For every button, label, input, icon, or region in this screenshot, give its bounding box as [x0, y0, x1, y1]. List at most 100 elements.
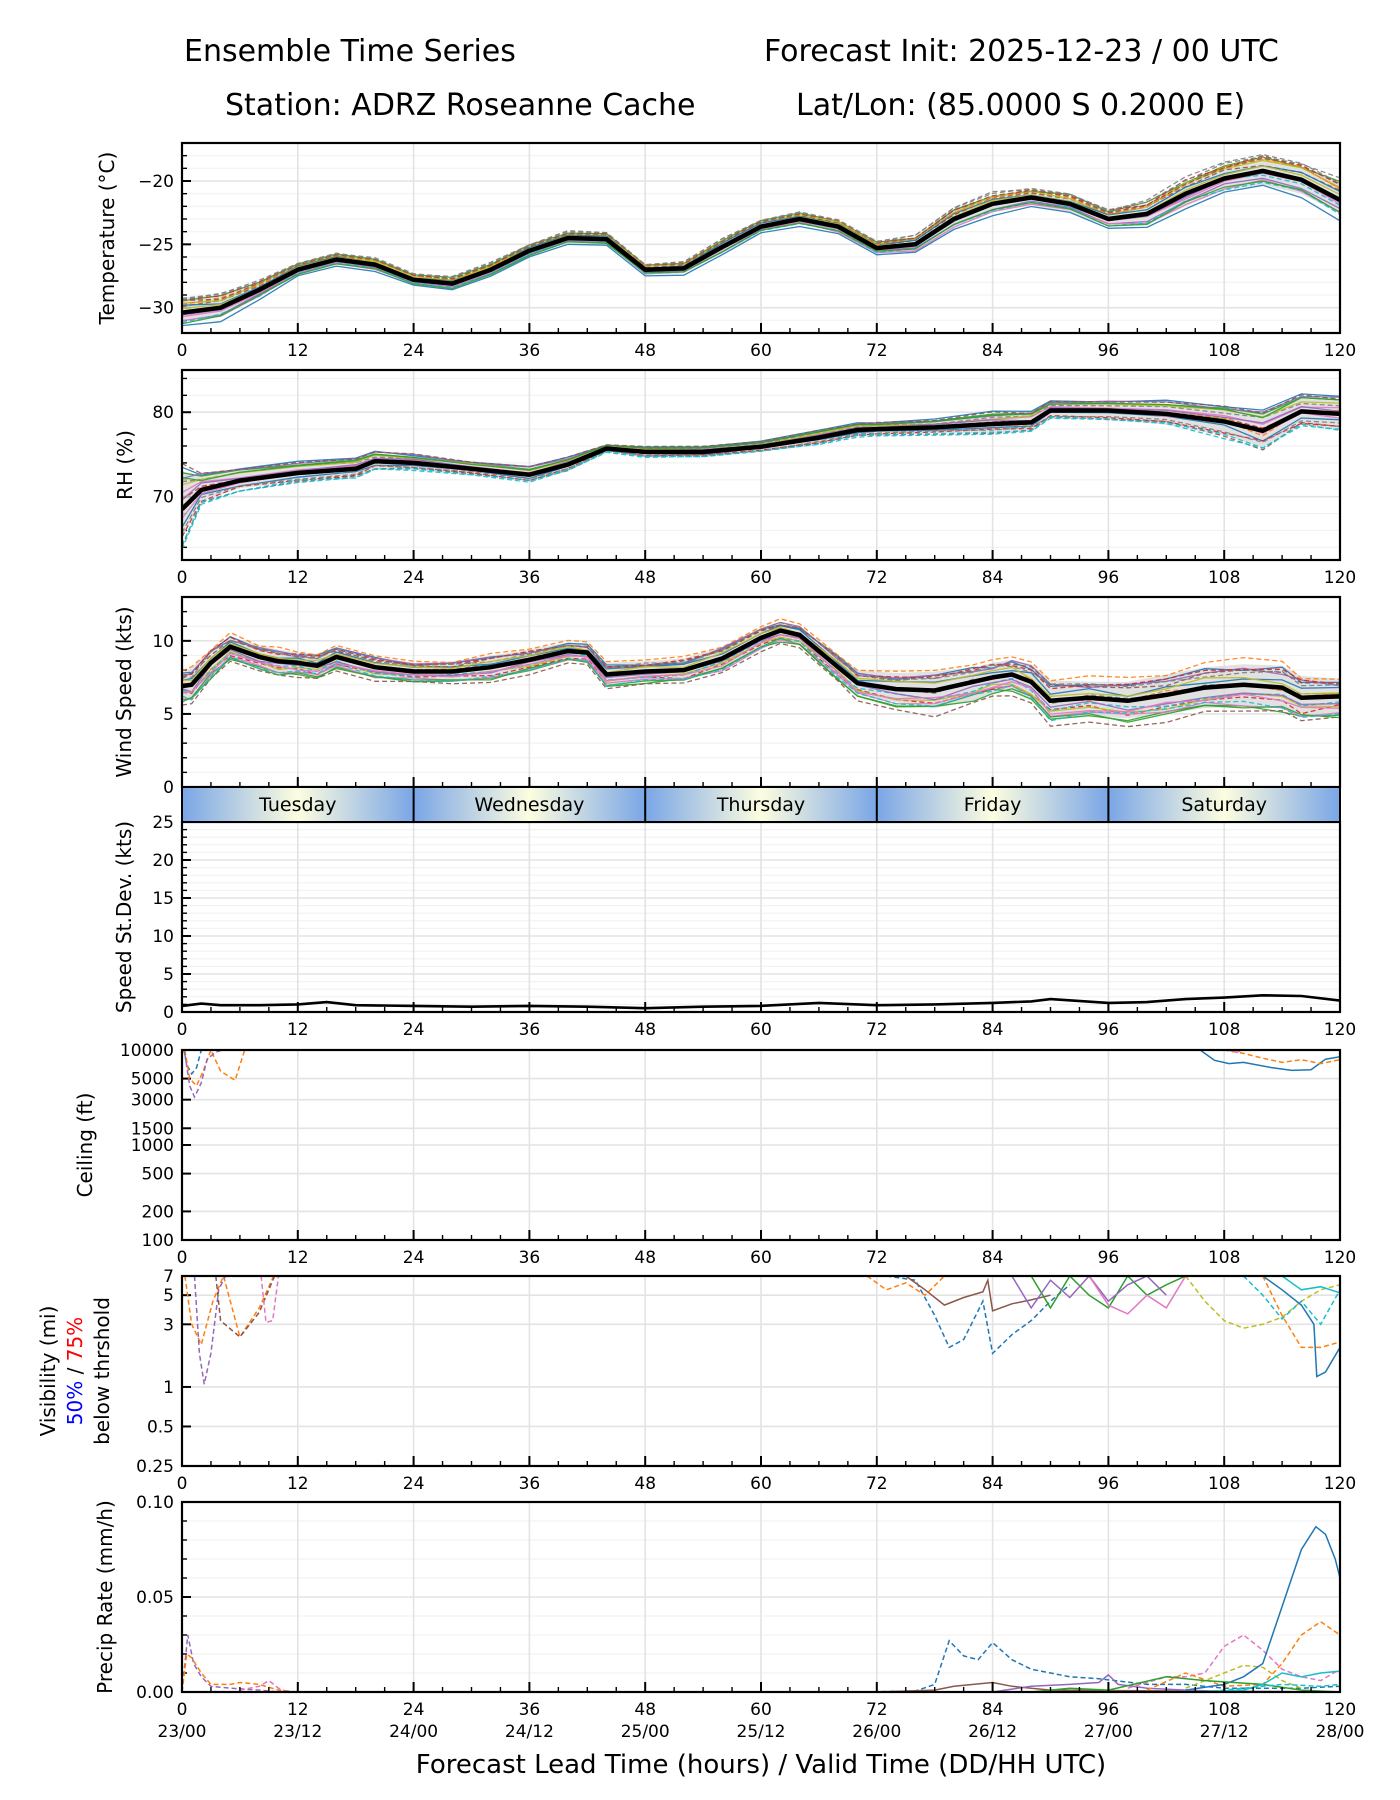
y-tick-label: 5: [163, 965, 174, 985]
x-tick-label: 96: [1098, 568, 1120, 588]
ensemble-member-line: [182, 621, 1340, 688]
member-line: [886, 1276, 1071, 1355]
y-tick-label: 3000: [131, 1091, 174, 1111]
y-tick-label: 500: [142, 1165, 174, 1185]
threshold-separator: /: [63, 1361, 87, 1380]
member-line: [184, 1050, 246, 1088]
member-line: [1185, 1525, 1340, 1691]
member-line: [1185, 1664, 1302, 1689]
x-tick-label: 12: [287, 1020, 309, 1040]
y-tick-label: 0.05: [136, 1588, 174, 1608]
valid-time-label: 23/00: [158, 1722, 207, 1742]
x-tick-label: 120: [1324, 1700, 1356, 1720]
valid-time-label: 27/00: [1084, 1722, 1133, 1742]
y-tick-label: 1000: [131, 1136, 174, 1156]
panel-visibility: 0.25 0.5 1 3 57 0 12 24 36 48 60 72 84 96 108 120 Visibi…: [36, 1267, 1356, 1494]
x-tick-label: 72: [866, 1474, 888, 1494]
chart-title: Ensemble Time Series: [184, 34, 516, 69]
y-tick-label: −25: [138, 235, 174, 255]
panel-rh: 70 80 0 12 24 36 48 60 72 84 96 108 120 RH (%): [113, 368, 1356, 588]
valid-time-label: 27/12: [1200, 1722, 1249, 1742]
x-tick-label: 36: [519, 1248, 541, 1268]
x-tick-label: 0: [177, 1474, 188, 1494]
panel-stdev: 0 5 10 15 20 25 0 12 24 36 48 60 72 84 96 108 120 Speed S…: [112, 813, 1356, 1040]
x-tick-label: 24: [403, 1474, 425, 1494]
x-tick-label: 96: [1098, 1020, 1120, 1040]
y-tick-label: 5000: [131, 1070, 174, 1090]
x-tick-label: 72: [866, 568, 888, 588]
y-tick-label: 1: [163, 1378, 174, 1398]
y-tick-label: 0.10: [136, 1493, 174, 1513]
y-axis-label-threshold: 50% / 75%: [63, 1317, 87, 1425]
series-group: [183, 1050, 1340, 1099]
ensemble-member-line: [182, 157, 1340, 302]
y-axis-label: Ceiling (ft): [73, 1093, 97, 1198]
ensemble-member-line: [182, 153, 1340, 301]
y-axis-label: RH (%): [113, 430, 137, 500]
panel-wind: 0 5 10 Wind Speed (kts): [112, 595, 1342, 798]
x-tick-label: 60: [750, 1700, 772, 1720]
member-line: [857, 1639, 1340, 1692]
x-tick-label: 84: [982, 1248, 1004, 1268]
y-axis-label: Wind Speed (kts): [112, 606, 136, 777]
x-tick-label: 36: [519, 341, 541, 361]
member-line: [905, 1276, 1051, 1312]
x-tick-label: 48: [634, 1700, 656, 1720]
x-tick-label: 24: [403, 341, 425, 361]
x-axis-label: Forecast Lead Time (hours) / Valid Time …: [416, 1750, 1106, 1780]
x-tick-label: 72: [866, 1700, 888, 1720]
x-tick-label: 108: [1208, 341, 1240, 361]
x-tick-label: 120: [1324, 568, 1356, 588]
day-label: Tuesday: [258, 794, 336, 816]
series-group: [182, 618, 1340, 728]
y-tick-label: 0.25: [136, 1457, 174, 1477]
x-tick-label: 24: [403, 1700, 425, 1720]
ensemble-member-line: [182, 642, 1340, 728]
ensemble-member-line: [182, 618, 1340, 682]
member-line: [1011, 1276, 1167, 1310]
ensemble-member-line: [182, 626, 1340, 697]
day-cell-wednesday: [413, 787, 646, 822]
x-tick-label: 96: [1098, 1700, 1120, 1720]
x-tick-label: 96: [1098, 1248, 1120, 1268]
x-tick-label: 48: [634, 568, 656, 588]
x-tick-label: 72: [866, 1248, 888, 1268]
y-axis-label: Precip Rate (mm/h): [93, 1500, 117, 1694]
panel-temperature: −30 −25 −20 0 12 24 36 48 60 72 84 96 108 120 Temperat…: [95, 141, 1356, 361]
valid-time-label: 24/12: [505, 1722, 554, 1742]
x-tick-label: 24: [403, 1020, 425, 1040]
forecast-init: Forecast Init: 2025-12-23 / 00 UTC: [764, 34, 1279, 69]
x-tick-label: 12: [287, 341, 309, 361]
member-line: [992, 1673, 1244, 1692]
member-line: [866, 1276, 945, 1297]
x-tick-label: 0: [177, 1020, 188, 1040]
x-tick-label: 48: [634, 1248, 656, 1268]
y-tick-label: −30: [138, 299, 174, 319]
x-tick-label: 36: [519, 1020, 541, 1040]
x-tick-label: 60: [750, 1248, 772, 1268]
station-latlon: Lat/Lon: (85.0000 S 0.2000 E): [796, 88, 1246, 123]
y-tick-label: 80: [152, 403, 174, 423]
day-band: Tuesday Wednesday Thursday Friday Saturday: [181, 786, 1341, 823]
valid-time-label: 25/12: [737, 1722, 786, 1742]
member-line: [1262, 1276, 1340, 1349]
x-tick-label: 96: [1098, 1474, 1120, 1494]
x-tick-label: 0: [177, 1248, 188, 1268]
day-cell-saturday: [1108, 787, 1340, 822]
y-tick-label: 0.5: [147, 1417, 174, 1437]
ensemble-member-line: [182, 394, 1340, 475]
member-line: [1224, 1050, 1340, 1065]
y-tick-label: 200: [142, 1202, 174, 1222]
valid-time-label: 25/00: [621, 1722, 670, 1742]
y-tick-label: 25: [152, 813, 174, 833]
x-tick-label: 108: [1208, 568, 1240, 588]
member-line: [1031, 1676, 1340, 1692]
ensemble-mean-line: [182, 628, 1340, 704]
day-label: Thursday: [716, 794, 805, 816]
y-axis-label-below: below thrshold: [90, 1297, 114, 1445]
y-tick-label: 3: [163, 1315, 174, 1335]
y-tick-label: 70: [152, 488, 174, 508]
day-cell-tuesday: [182, 787, 414, 822]
y-axis-label: Visibility (mi): [36, 1306, 60, 1437]
